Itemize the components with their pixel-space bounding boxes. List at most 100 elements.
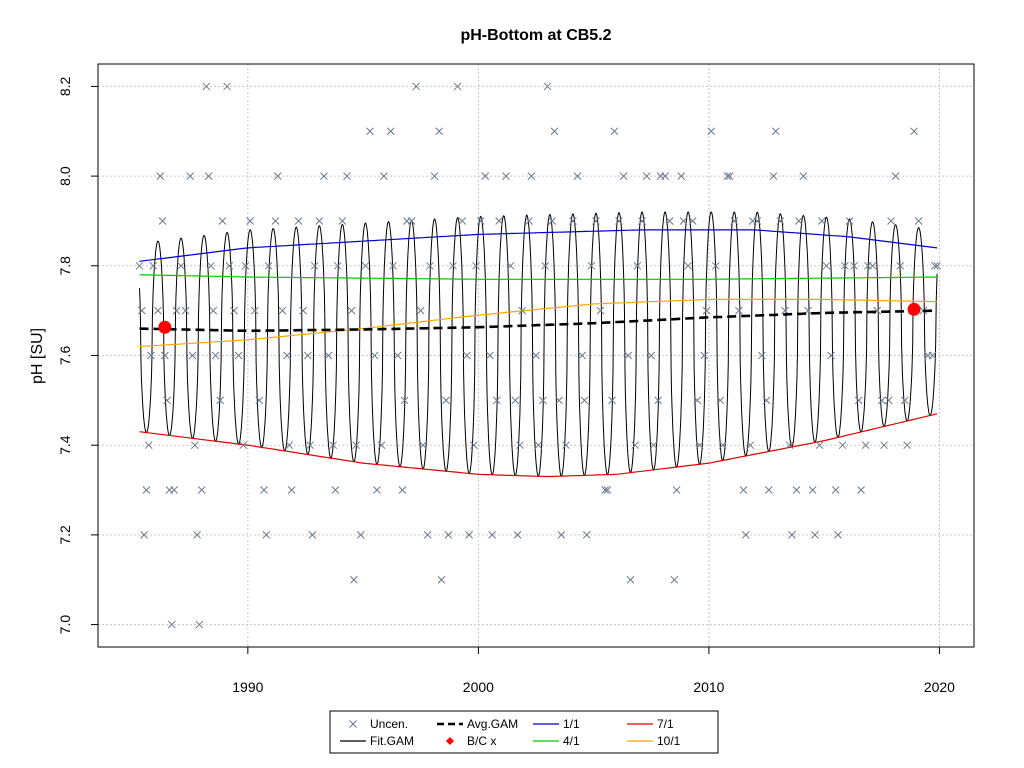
observation-mark-b — [730, 217, 739, 225]
legend-item: Fit.GAM — [340, 734, 414, 748]
observation-point — [642, 172, 651, 180]
observation-mark-b — [532, 351, 540, 360]
observation-mark-b — [234, 351, 243, 360]
observation-point — [366, 127, 374, 136]
observation-point — [271, 217, 280, 225]
observation-mark-b — [672, 486, 681, 494]
observation-mark-b — [891, 172, 900, 180]
observation-mark-b — [386, 127, 395, 136]
observation-point — [762, 396, 771, 405]
observation-mark-b — [241, 261, 250, 270]
observation-mark-b — [834, 531, 842, 539]
observation-point — [557, 531, 566, 539]
observation-point — [827, 351, 835, 360]
observation-point — [190, 441, 199, 450]
observation-point — [735, 306, 743, 315]
observation-point — [393, 351, 402, 360]
observation-point — [211, 351, 220, 360]
seasonal-line-oct1 — [139, 298, 938, 348]
observation-mark-b — [518, 306, 527, 315]
observation-mark-b — [539, 396, 547, 405]
observation-point — [739, 486, 748, 494]
observation-mark-b — [223, 82, 231, 91]
observation-mark-b — [488, 531, 497, 539]
observation-mark-b — [287, 486, 296, 494]
legend-item: B/C x — [446, 734, 496, 748]
observation-point — [156, 172, 165, 180]
observation-mark-b — [389, 261, 397, 270]
observation-mark-b — [815, 441, 824, 450]
observation-point — [723, 172, 732, 180]
observation-mark-b — [769, 172, 778, 180]
legend-item: 10/1 — [627, 734, 681, 748]
observation-point — [665, 217, 674, 225]
observation-point — [449, 261, 457, 270]
observation-point — [488, 531, 497, 539]
observation-point — [764, 486, 773, 494]
observation-mark-b — [573, 172, 582, 180]
x-tick-label: 2000 — [463, 679, 494, 695]
observation-mark-b — [615, 217, 623, 225]
observation-point — [361, 261, 370, 270]
observation-mark-b — [356, 531, 365, 539]
observation-mark-b — [170, 486, 178, 494]
observation-point — [283, 351, 291, 360]
legend-x-icon-b — [349, 720, 357, 728]
observation-point — [343, 172, 351, 180]
observation-point — [260, 486, 268, 494]
observation-point — [555, 396, 563, 405]
observation-mark-b — [877, 396, 886, 405]
observation-point — [513, 531, 522, 539]
legend: Uncen. Avg.GAM 1/1 7/1 Fit.GAM B/C x 4/1 10/1 — [329, 710, 719, 754]
observation-mark-b — [177, 261, 185, 270]
bc-point — [907, 302, 921, 316]
observation-point — [578, 351, 586, 360]
observation-point — [684, 261, 693, 270]
observation-point — [741, 531, 750, 539]
observation-point — [444, 531, 453, 539]
observation-mark-b — [933, 261, 941, 270]
observation-point — [430, 172, 439, 180]
observation-point — [700, 351, 709, 360]
observation-mark-b — [423, 531, 432, 539]
observation-mark-b — [481, 172, 490, 180]
observation-point — [435, 127, 444, 136]
observation-mark-b — [707, 127, 716, 136]
observation-mark-b — [753, 217, 762, 225]
observation-mark-b — [260, 486, 268, 494]
y-axis: 7.0 7.2 7.4 7.6 7.8 8.0 8.2 — [57, 76, 99, 634]
observation-point — [278, 306, 287, 315]
observation-point — [469, 441, 478, 450]
observation-point — [170, 486, 178, 494]
observation-mark-b — [154, 306, 162, 315]
observation-mark-b — [303, 351, 312, 360]
y-tick-label: 8.2 — [57, 76, 73, 96]
observation-mark-b — [278, 306, 287, 315]
observation-mark-b — [822, 261, 831, 270]
observation-mark-b — [197, 486, 206, 494]
observation-mark-b — [896, 261, 905, 270]
observation-point — [539, 396, 547, 405]
observation-mark-b — [453, 82, 462, 91]
observation-point — [476, 217, 485, 225]
observation-mark-b — [610, 127, 619, 136]
observation-mark-b — [746, 441, 755, 450]
observation-mark-b — [684, 261, 693, 270]
observation-point — [462, 351, 471, 360]
observation-point — [654, 396, 663, 405]
observation-point — [534, 441, 543, 450]
legend-item: 1/1 — [533, 717, 580, 731]
observation-mark-b — [373, 486, 381, 494]
observation-mark-b — [329, 441, 337, 450]
observation-mark-b — [903, 441, 912, 450]
observation-point — [303, 351, 312, 360]
observation-point — [172, 306, 181, 315]
legend-diamond-icon — [446, 737, 454, 745]
observation-point — [792, 486, 801, 494]
observation-mark-b — [361, 261, 370, 270]
legend-label: 4/1 — [563, 734, 580, 748]
observation-point — [154, 306, 162, 315]
observation-point — [356, 531, 365, 539]
observation-mark-b — [633, 261, 642, 270]
